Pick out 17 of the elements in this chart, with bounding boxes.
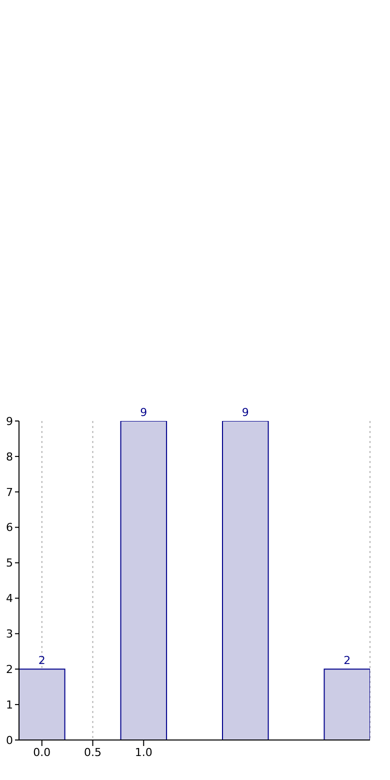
x-tick-label: 0.5 (84, 746, 102, 759)
y-tick-label: 4 (6, 592, 13, 606)
y-tick-label: 6 (6, 521, 13, 534)
data-label: 2 (344, 654, 351, 668)
data-label: 9 (140, 406, 148, 419)
y-tick-label: 9 (6, 414, 13, 428)
y-tick-label: 3 (6, 628, 13, 641)
x-tick-label: 1.0 (134, 746, 152, 759)
y-tick-label: 5 (6, 556, 13, 570)
y-tick-label: 1 (6, 698, 13, 712)
data-label: 2 (38, 654, 46, 668)
data-label: 9 (242, 406, 249, 419)
y-tick-label: 8 (6, 450, 13, 464)
y-tick-label: 0 (6, 734, 13, 747)
x-tick-label: 0.0 (33, 746, 51, 759)
y-tick-label: 2 (6, 663, 13, 676)
y-tick-label: 7 (6, 486, 13, 499)
